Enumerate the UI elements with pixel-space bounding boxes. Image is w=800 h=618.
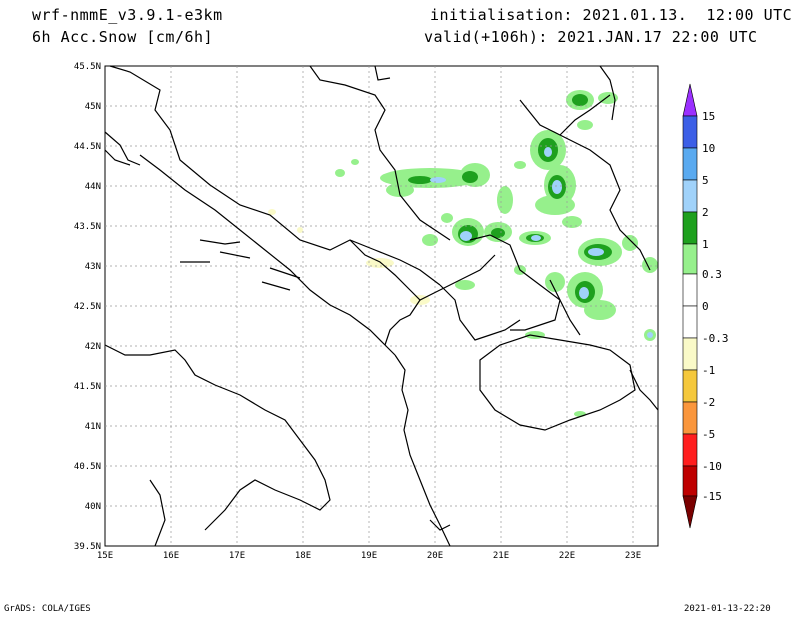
lat-label: 41.5N [74, 382, 101, 392]
lat-label: 43.5N [74, 222, 101, 232]
colorbar-label: 0.3 [702, 268, 722, 281]
init-time: initialisation: 2021.01.13. 12:00 UTC [430, 6, 793, 24]
model-title: wrf-nmmE_v3.9.1-e3km [32, 6, 223, 24]
colorbar-labels: 15 10 5 2 1 0.3 0 -0.3 -1 -2 -5 -10 -15 [702, 110, 729, 503]
lat-label: 40N [85, 502, 101, 512]
lat-label: 41N [85, 422, 101, 432]
colorbar-label: 15 [702, 110, 715, 123]
lat-label: 44N [85, 182, 101, 192]
lat-label: 44.5N [74, 142, 101, 152]
lat-label: 39.5N [74, 542, 101, 552]
colorbar-top-arrow [682, 83, 698, 117]
lon-label: 21E [493, 551, 509, 561]
lon-label: 18E [295, 551, 311, 561]
lon-label: 16E [163, 551, 179, 561]
lon-labels: 15E 16E 17E 18E 19E 20E 21E 22E 23E [97, 551, 641, 561]
footer-credit: GrADS: COLA/IGES [4, 604, 91, 614]
lon-label: 19E [361, 551, 377, 561]
lat-label: 45N [85, 102, 101, 112]
colorbar [682, 83, 698, 529]
lat-label: 45.5N [74, 62, 101, 72]
colorbar-label: -15 [702, 490, 722, 503]
colorbar-label: 2 [702, 206, 709, 219]
lat-label: 40.5N [74, 462, 101, 472]
colorbar-label: -2 [702, 396, 715, 409]
colorbar-label: -10 [702, 460, 722, 473]
valid-time: valid(+106h): 2021.JAN.17 22:00 UTC [424, 28, 758, 46]
colorbar-label: 10 [702, 142, 715, 155]
lon-label: 22E [559, 551, 575, 561]
lat-label: 42N [85, 342, 101, 352]
grid-lines [105, 66, 658, 546]
lon-label: 15E [97, 551, 113, 561]
lat-labels: 45.5N 45N 44.5N 44N 43.5N 43N 42.5N 42N … [74, 62, 101, 552]
colorbar-label: -5 [702, 428, 715, 441]
colorbar-label: -1 [702, 364, 715, 377]
footer-timestamp: 2021-01-13-22:20 [684, 604, 771, 614]
colorbar-label: 0 [702, 300, 709, 313]
colorbar-bottom-arrow [682, 495, 698, 529]
lat-label: 42.5N [74, 302, 101, 312]
lon-label: 17E [229, 551, 245, 561]
colorbar-label: 1 [702, 238, 709, 251]
lat-label: 43N [85, 262, 101, 272]
field-title: 6h Acc.Snow [cm/6h] [32, 28, 214, 46]
snow-shading [268, 90, 658, 417]
colorbar-label: -0.3 [702, 332, 729, 345]
colorbar-label: 5 [702, 174, 709, 187]
coastlines-borders [104, 65, 659, 547]
lon-label: 20E [427, 551, 443, 561]
lon-label: 23E [625, 551, 641, 561]
